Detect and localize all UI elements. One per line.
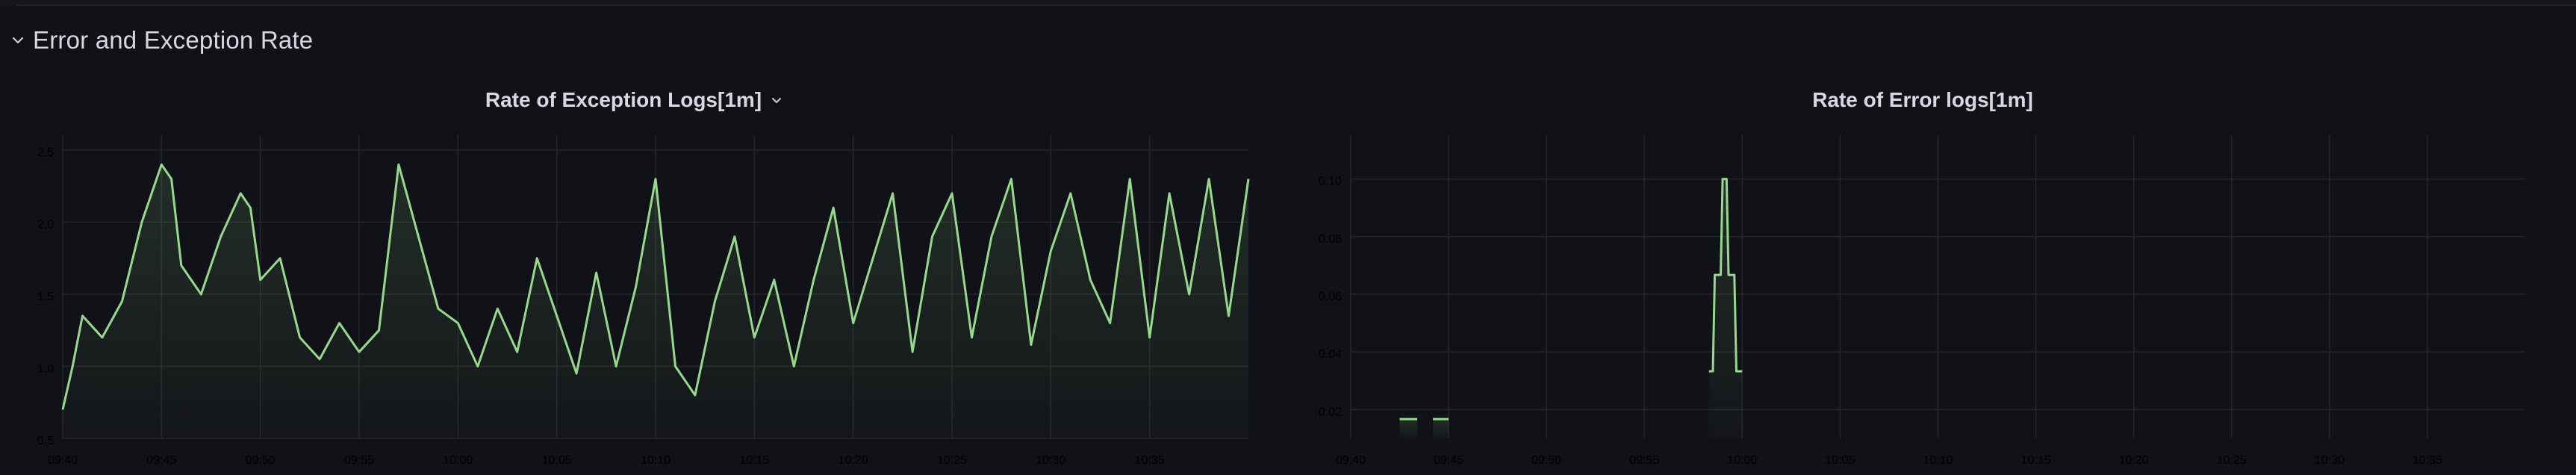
panel-title[interactable]: Rate of Error logs[1m] [1812, 88, 2033, 111]
x-tick-label: 09:45 [1434, 454, 1463, 467]
x-tick-label: 09:55 [1629, 454, 1659, 467]
x-tick-label: 10:10 [641, 454, 671, 467]
x-tick-label: 10:15 [739, 454, 769, 467]
panel-header[interactable]: Rate of Exception Logs[1m] [0, 85, 1269, 115]
x-tick-label: 10:35 [1135, 454, 1165, 467]
error-rate-chart[interactable]: 0.02 0.04 0.06 0.08 0.10 09:40 09:45 09:50 09:55… [1269, 75, 2576, 475]
series-0-line[interactable] [61, 163, 1250, 410]
x-tick-label: 09:50 [1531, 454, 1561, 467]
y-tick-label: 0.5 [37, 435, 54, 447]
x-tick-label: 10:05 [542, 454, 572, 467]
x-tick-label: 10:30 [2315, 454, 2345, 467]
top-divider [0, 0, 2576, 6]
x-tick-label: 10:20 [839, 454, 868, 467]
panel-title[interactable]: Rate of Exception Logs[1m] [485, 88, 762, 111]
panel-exception-rate[interactable]: Rate of Exception Logs[1m] 0.5 1.0 1.5 2.0 2… [0, 75, 1269, 475]
row-collapse-toggle[interactable]: Error and Exception Rate [10, 22, 313, 58]
x-tick-label: 10:25 [2217, 454, 2247, 467]
x-tick-label: 10:00 [1727, 454, 1757, 467]
segment-2-line[interactable] [1708, 178, 1743, 373]
x-tick-label: 09:50 [246, 454, 276, 467]
series-0-area [63, 164, 1248, 439]
y-tick-label: 1.0 [37, 363, 54, 376]
x-tick-label: 09:40 [1336, 454, 1366, 467]
y-tick-label: 0.10 [1319, 176, 1342, 188]
x-tick-label: 10:30 [1036, 454, 1065, 467]
x-tick-label: 10:00 [443, 454, 473, 467]
y-tick-label: 0.06 [1319, 291, 1342, 303]
x-tick-label: 10:05 [1825, 454, 1855, 467]
chevron-down-icon [12, 37, 24, 44]
segment-0-area [1399, 419, 1418, 438]
y-tick-label: 0.04 [1319, 348, 1342, 361]
chevron-down-icon[interactable] [769, 93, 784, 108]
segment-2-area [1708, 178, 1743, 438]
row-title: Error and Exception Rate [33, 26, 314, 54]
y-tick-label: 0.08 [1319, 233, 1342, 246]
x-tick-label: 09:45 [146, 454, 176, 467]
y-tick-label: 0.02 [1319, 406, 1342, 418]
x-tick-label: 10:20 [2119, 454, 2149, 467]
panel-header[interactable]: Rate of Error logs[1m] [1269, 85, 2576, 115]
y-tick-label: 2.5 [37, 146, 54, 159]
y-tick-label: 2.0 [37, 219, 54, 232]
x-tick-label: 09:55 [344, 454, 374, 467]
y-tick-label: 1.5 [37, 291, 54, 303]
x-tick-label: 09:40 [48, 454, 78, 467]
exception-rate-chart[interactable]: 0.5 1.0 1.5 2.0 2.5 09:40 09:45 09:50 09:55 10:00… [0, 75, 1269, 475]
segment-1-area [1433, 419, 1449, 438]
x-tick-label: 10:15 [2021, 454, 2051, 467]
x-tick-label: 10:10 [1923, 454, 1953, 467]
x-tick-label: 10:35 [2412, 454, 2442, 467]
grid [1350, 135, 2525, 438]
panel-error-rate[interactable]: Rate of Error logs[1m] 0.02 0.04 0.06 0.08 0… [1269, 75, 2576, 475]
x-tick-label: 10:25 [937, 454, 967, 467]
